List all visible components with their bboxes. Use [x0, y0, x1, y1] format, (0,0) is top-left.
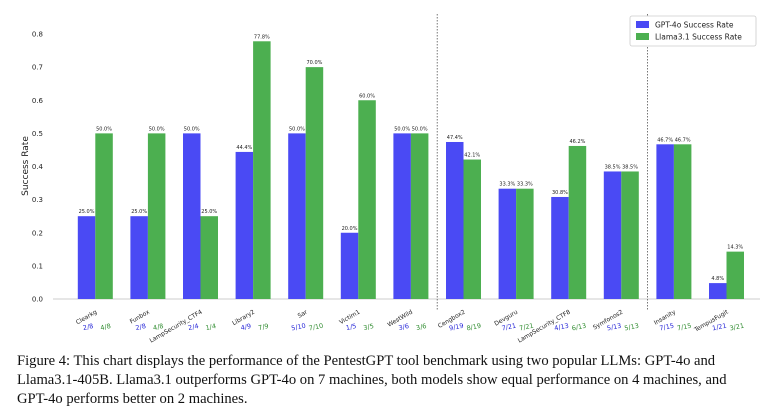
bar-llama31 — [253, 41, 271, 299]
y-tick-label: 0.6 — [32, 97, 44, 105]
fraction-label: 5/10 — [291, 322, 307, 333]
data-label: 44.4% — [236, 145, 252, 151]
y-tick-label: 0.1 — [32, 262, 43, 270]
y-axis-label: Success Rate — [21, 136, 31, 196]
data-label: 50.0% — [394, 126, 410, 132]
bar-llama31 — [726, 251, 744, 299]
bar-llama31 — [147, 133, 166, 299]
bar-gpt4o — [498, 188, 517, 299]
fraction-label: 7/15 — [659, 322, 675, 333]
data-label: 14.3% — [727, 245, 743, 251]
fraction-label: 5/13 — [606, 322, 622, 333]
data-label: 60.0% — [359, 93, 375, 99]
data-label: 38.5% — [622, 164, 638, 170]
y-tick-label: 0.7 — [32, 64, 43, 72]
data-label: 25.0% — [131, 209, 147, 215]
bar-gpt4o — [709, 283, 727, 299]
bar-chart: 0.0 0.1 0.2 0.3 0.4 0.5 0.6 0.7 0.8 25.0% 2/8 50.0… — [21, 14, 760, 344]
bar-gpt4o — [393, 133, 411, 299]
legend-swatch-llama31 — [636, 33, 649, 40]
data-label: 38.5% — [605, 164, 621, 170]
bar-llama31 — [673, 144, 692, 299]
y-tick-label: 0.3 — [32, 196, 43, 204]
y-tick-label: 0.8 — [32, 31, 43, 39]
y-tick-label: 0.2 — [32, 229, 43, 237]
bar-gpt4o — [551, 196, 569, 299]
fraction-label: 9/19 — [448, 322, 464, 333]
fraction-label: 2/8 — [82, 322, 94, 332]
fraction-label: 3/21 — [729, 322, 745, 333]
data-label: 70.0% — [307, 60, 323, 66]
data-label: 50.0% — [184, 126, 200, 132]
legend-frame — [629, 15, 757, 47]
bar-gpt4o — [288, 133, 306, 299]
fraction-label: 1/5 — [345, 322, 357, 332]
fraction-label: 5/13 — [624, 322, 640, 333]
bar-gpt4o — [130, 216, 148, 299]
fraction-label: 8/19 — [466, 322, 482, 333]
fraction-label: 6/13 — [571, 322, 587, 333]
data-label: 50.0% — [96, 126, 112, 132]
bar-llama31 — [410, 133, 429, 299]
data-label: 4.8% — [711, 276, 724, 282]
bar-gpt4o — [603, 171, 622, 299]
bar-llama31 — [568, 145, 587, 299]
fraction-label: 4/8 — [152, 322, 164, 332]
bar-gpt4o — [77, 216, 96, 299]
fraction-label: 2/4 — [187, 322, 199, 332]
bar-llama31 — [200, 216, 218, 299]
bar-gpt4o — [446, 141, 464, 299]
data-label: 30.8% — [552, 190, 568, 196]
fraction-label: 4/13 — [554, 322, 570, 333]
fraction-label: 7/21 — [501, 322, 517, 333]
legend-label-llama31: Llama3.1 Success Rate — [655, 33, 742, 42]
legend-label-gpt4o: GPT-4o Success Rate — [655, 21, 734, 30]
fraction-label: 3/6 — [415, 322, 427, 332]
data-label: 20.0% — [342, 226, 358, 232]
chart-axes: 0.0 0.1 0.2 0.3 0.4 0.5 0.6 0.7 0.8 — [32, 14, 760, 311]
fraction-label: 3/5 — [363, 322, 375, 332]
legend: GPT-4o Success Rate Llama3.1 Success Rat… — [629, 15, 757, 47]
fraction-label: 7/10 — [308, 322, 324, 333]
data-label: 46.2% — [570, 139, 586, 145]
fraction-label: 1/4 — [205, 322, 217, 332]
fraction-label: 7/9 — [257, 322, 269, 332]
data-label: 77.8% — [254, 34, 270, 40]
bar-llama31 — [621, 171, 639, 299]
bar-llama31 — [95, 133, 113, 299]
data-label: 25.0% — [201, 209, 217, 215]
figure-caption: Figure 4: This chart displays the perfor… — [17, 353, 727, 407]
x-tick-label: Sar — [297, 308, 310, 319]
y-tick-label: 0.5 — [32, 130, 43, 138]
data-label: 42.1% — [464, 153, 480, 159]
fraction-label: 1/21 — [711, 322, 727, 333]
fraction-label: 2/8 — [135, 322, 147, 332]
data-label: 50.0% — [149, 126, 165, 132]
fraction-label: 7/21 — [518, 322, 534, 333]
bar-llama31 — [463, 159, 481, 299]
bar-gpt4o — [340, 232, 359, 299]
y-tick-label: 0.4 — [32, 163, 44, 171]
bar-gpt4o — [183, 133, 201, 299]
fraction-label: 7/15 — [676, 322, 692, 333]
bar-llama31 — [305, 67, 324, 299]
data-label: 33.3% — [517, 182, 533, 188]
fraction-label: 3/6 — [398, 322, 410, 332]
bar-gpt4o — [656, 144, 674, 299]
chart-bars — [77, 41, 744, 299]
bar-gpt4o — [235, 151, 254, 299]
legend-swatch-gpt4o — [636, 21, 649, 28]
fraction-label: 4/8 — [100, 322, 112, 332]
data-label: 33.3% — [499, 182, 515, 188]
bar-llama31 — [516, 188, 534, 299]
data-label: 46.7% — [657, 137, 673, 143]
bar-llama31 — [358, 100, 376, 299]
data-label: 47.4% — [447, 135, 463, 141]
data-label: 50.0% — [289, 126, 305, 132]
data-label: 46.7% — [675, 137, 691, 143]
fraction-label: 4/9 — [240, 322, 252, 332]
data-label: 50.0% — [412, 126, 428, 132]
y-tick-label: 0.0 — [32, 296, 43, 304]
data-label: 25.0% — [79, 209, 95, 215]
